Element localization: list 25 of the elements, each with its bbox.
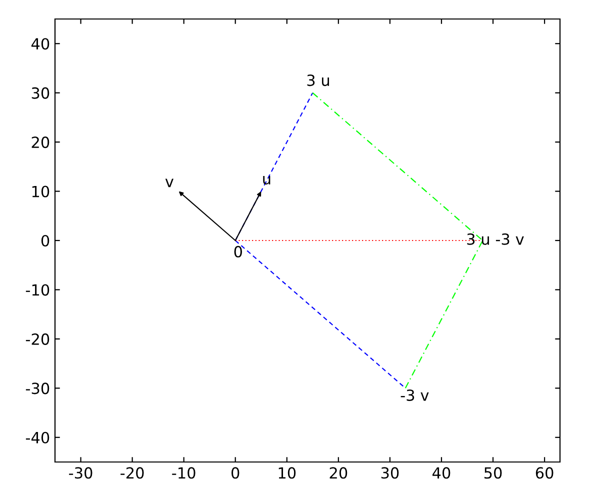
- y-tick-label: -30: [26, 382, 50, 394]
- annotation: -3 v: [400, 389, 429, 402]
- x-tick-label: 50: [484, 467, 502, 479]
- x-tick-label: 0: [232, 467, 240, 479]
- y-tick-label: 0: [41, 234, 50, 247]
- x-tick-label: -20: [120, 467, 144, 479]
- x-tick-label: 10: [278, 467, 296, 479]
- y-tick-label: 10: [32, 186, 50, 198]
- x-tick-label: 20: [330, 467, 348, 479]
- annotation: 0: [234, 246, 242, 258]
- annotation: 3 u: [307, 74, 329, 86]
- annotation: v: [165, 178, 174, 188]
- x-tick-label: 60: [536, 467, 554, 479]
- x-tick-label: -10: [172, 467, 196, 479]
- annotation: u: [263, 176, 270, 185]
- annotation: 3 u -3 v: [467, 233, 524, 245]
- y-tick-label: -20: [26, 333, 50, 345]
- y-tick-label: 40: [31, 38, 50, 50]
- x-tick-label: 40: [432, 467, 450, 479]
- x-tick-label: -30: [69, 467, 92, 479]
- y-tick-label: -40: [26, 432, 50, 444]
- x-tick-label: 30: [381, 467, 399, 479]
- y-tick-label: 30: [32, 87, 50, 99]
- y-tick-label: 20: [32, 136, 50, 148]
- y-tick-label: -10: [26, 284, 50, 296]
